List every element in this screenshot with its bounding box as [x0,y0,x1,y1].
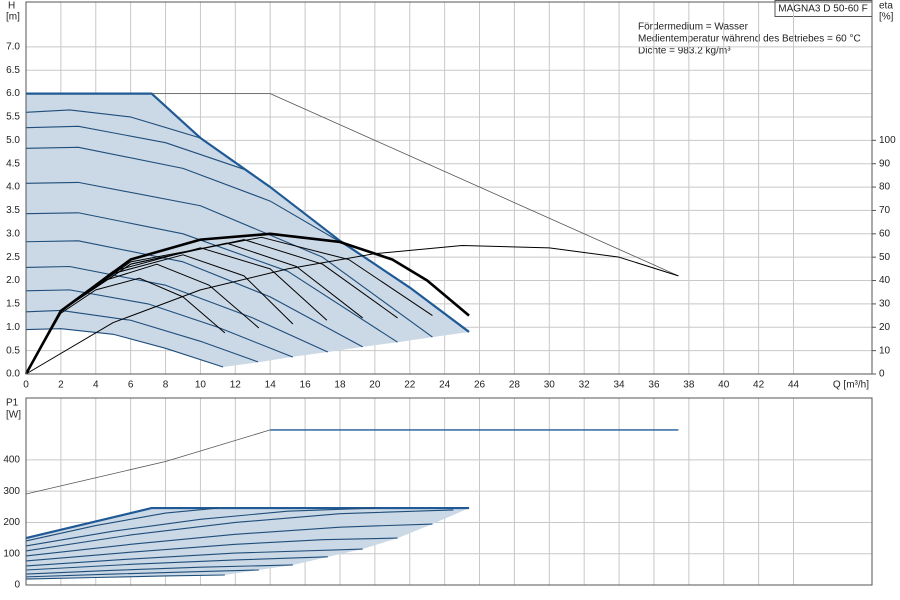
curve [25,429,271,495]
curve [25,181,433,338]
y2-tick-label: 0 [879,369,885,380]
y-tick-label: 400 [3,455,20,466]
curve [25,109,201,139]
curve [25,509,454,552]
x-tick-label: 22 [404,380,416,391]
x-tick-label: 30 [544,380,556,391]
y-tick-label: 6.0 [6,88,20,99]
curve [25,507,218,542]
x-tick-label: 2 [58,380,64,391]
y-tick-label: 7.0 [6,42,20,53]
y-tick-label: 1.5 [6,299,20,310]
x-tick-label: 0 [23,380,29,391]
curve [25,289,294,358]
y2-tick-label: 100 [879,135,896,146]
curve [25,556,328,571]
x-axis-label: Q [m³/h] [833,380,869,391]
annotation: Fördermedium = Wasser [638,22,749,33]
curve [25,265,328,353]
y-tick-label: 0 [14,580,20,591]
x-tick-label: 38 [683,380,695,391]
x-tick-label: 32 [579,380,591,391]
curve [25,212,398,343]
curve [25,240,363,348]
x-tick-label: 40 [718,380,730,391]
curve [25,125,245,170]
x-tick-label: 4 [93,380,99,391]
y-tick-label: 4.0 [6,182,20,193]
x-tick-label: 12 [230,380,242,391]
x-tick-label: 34 [614,380,626,391]
y2-tick-label: 60 [879,228,891,239]
x-tick-label: 24 [439,380,451,391]
y-tick-label: 5.0 [6,135,20,146]
curve [25,328,224,368]
y2-tick-label: 20 [879,322,891,333]
y2-tick-label: 10 [879,345,891,356]
x-tick-label: 14 [265,380,277,391]
efficiency-curve [24,232,470,375]
curve [25,574,225,580]
curve [151,93,679,277]
y-tick-label: 3.5 [6,205,20,216]
y-tick-label: 5.5 [6,112,20,123]
y2-tick-label: 90 [879,158,891,169]
y-tick-label: 3.0 [6,228,20,239]
y-tick-label: 300 [3,486,20,497]
x-tick-label: 16 [300,380,312,391]
x-tick-label: 20 [369,380,381,391]
curve [25,548,363,567]
y-tick-label: 100 [3,548,20,559]
curve [25,146,349,248]
y2-tick-label: 50 [879,252,891,263]
plot-frame [25,1,873,375]
curve [25,564,293,575]
y-tick-label: 4.5 [6,158,20,169]
y2-tick-label: 80 [879,182,891,193]
y2-axis-label: eta [879,1,893,12]
x-tick-label: 6 [128,380,134,391]
y-tick-label: 1.0 [6,322,20,333]
x-tick-label: 36 [648,380,660,391]
curve [25,569,259,578]
y-tick-label: 2.0 [6,275,20,286]
y2-tick-label: 70 [879,205,891,216]
y2-tick-label: 40 [879,275,891,286]
model-name: MAGNA3 D 50-60 F [778,4,867,15]
curve [25,309,259,363]
x-tick-label: 44 [788,380,800,391]
curve [25,523,433,557]
curve [25,537,398,562]
plot-frame [25,397,873,586]
x-tick-label: 18 [334,380,346,391]
operating-area [26,93,470,367]
x-tick-label: 28 [509,380,521,391]
x-tick-label: 42 [753,380,765,391]
annotation: Medientemperatur während des Betriebes =… [638,34,861,45]
y2-axis-unit: [%] [879,12,894,23]
x-tick-label: 8 [163,380,169,391]
y-axis-label: P1 [6,398,19,409]
annotation: Dichte = 983.2 kg/m³ [638,46,731,57]
y-tick-label: 200 [3,517,20,528]
y-axis-unit: [m] [6,12,20,23]
curve [25,507,375,547]
y2-tick-label: 30 [879,299,891,310]
x-tick-label: 26 [474,380,486,391]
x-tick-label: 10 [195,380,207,391]
y-tick-label: 0.5 [6,345,20,356]
y-tick-label: 6.5 [6,65,20,76]
y-tick-label: 2.5 [6,252,20,263]
y-axis-unit: [W] [6,410,21,421]
y-axis-label: H [8,1,15,12]
y-tick-label: 0.0 [6,369,20,380]
